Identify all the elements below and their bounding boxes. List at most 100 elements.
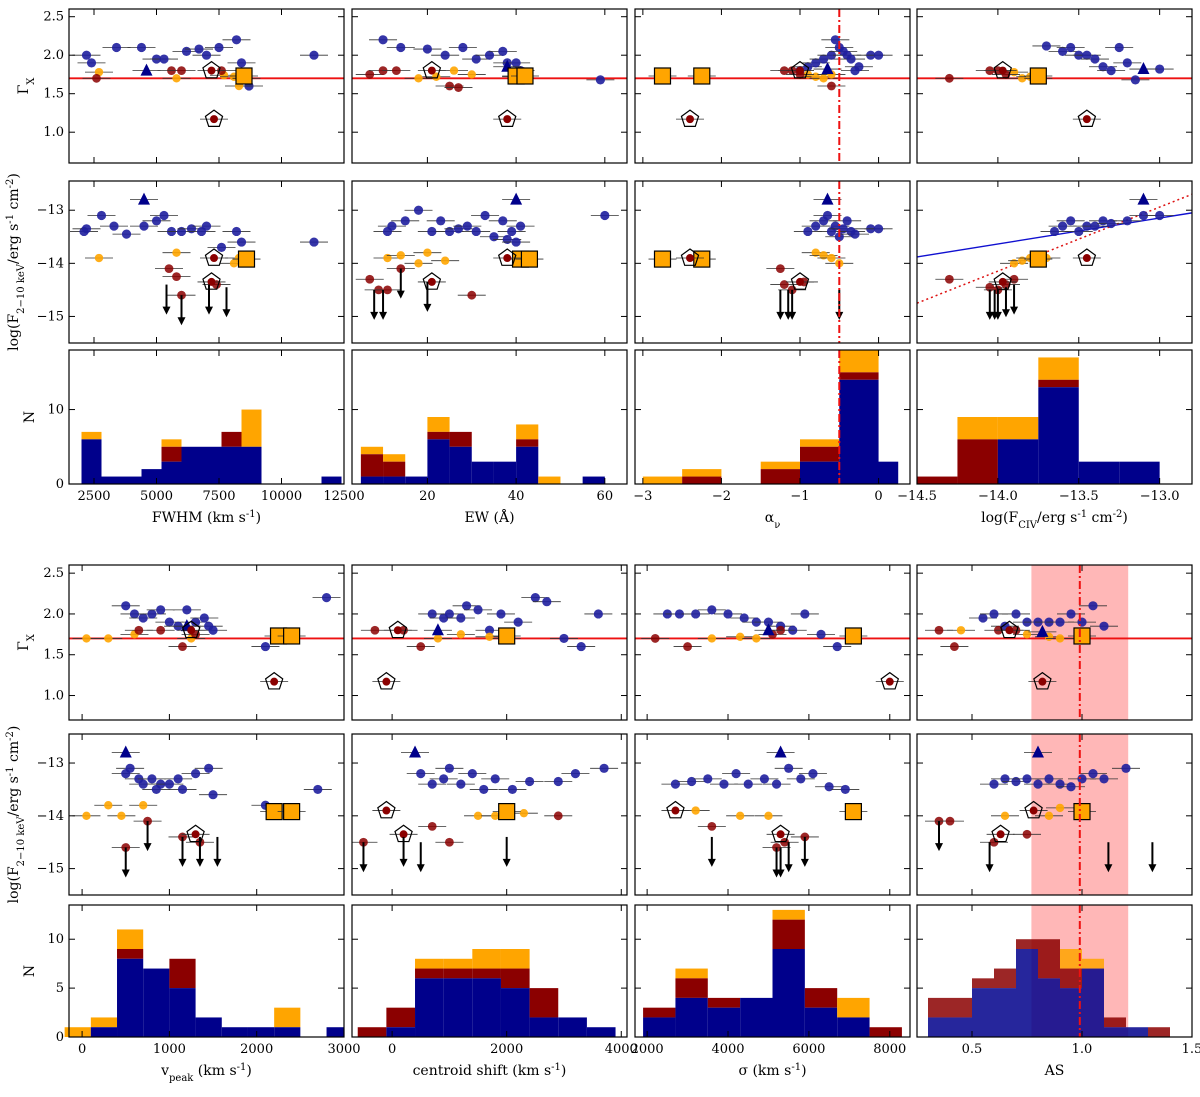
x-tick-label: 2000 <box>631 1042 664 1057</box>
point-blue <box>159 210 169 221</box>
point-pentagon-core <box>393 626 402 635</box>
point-blue <box>811 221 821 231</box>
hist-bar-darkred <box>1104 1017 1126 1028</box>
point-orange <box>229 259 239 268</box>
point-square <box>235 67 253 85</box>
point-blue <box>439 774 449 784</box>
hist-bar-orange <box>241 409 262 447</box>
point-blue <box>186 224 197 234</box>
gamma-panel-top-3 <box>916 9 1192 163</box>
point-blue <box>139 221 149 231</box>
point-darkred <box>1022 829 1032 839</box>
x-tick-label: −13.5 <box>1059 489 1099 504</box>
hist-bar-blue <box>1038 387 1079 484</box>
hist-bar-darkred <box>1148 1027 1170 1037</box>
hist-panel-top-2: −3 −2 −1 0 αν <box>633 350 910 531</box>
gamma-panel-bottom-2 <box>635 565 910 720</box>
point-pentagon-core <box>686 254 694 263</box>
point-blue <box>691 609 701 619</box>
hist-bar-blue <box>201 446 222 484</box>
hist-bar-blue <box>1078 461 1120 484</box>
panel-content <box>352 35 627 127</box>
x-tick-label: 2000 <box>240 1042 273 1057</box>
point-pentagon-core <box>1029 806 1038 815</box>
upper-limit-arrow-head <box>776 869 785 878</box>
y-axis-label-gamma: ΓX <box>16 77 37 95</box>
panel-frame <box>634 8 911 164</box>
point-pentagon <box>202 272 221 290</box>
point-darkred <box>985 282 995 292</box>
hist-bar-blue <box>195 1017 222 1037</box>
panel-frame <box>916 349 1193 485</box>
hist-bar-orange <box>957 417 998 440</box>
point-orange <box>104 634 113 643</box>
point-orange <box>1017 74 1027 83</box>
hist-bar-darkred <box>1038 939 1060 979</box>
panel-frame <box>351 564 628 721</box>
x-tick-label: 0 <box>874 489 882 504</box>
hist-bar-blue <box>247 1027 275 1037</box>
hist-bar-orange <box>760 461 800 470</box>
point-blue <box>109 221 119 231</box>
point-blue <box>231 35 242 45</box>
point-blue <box>458 42 468 53</box>
point-darkred <box>134 625 144 635</box>
point-pentagon <box>790 272 810 290</box>
hist-panel-bottom-3: 0.5 1.0 1.5 AS <box>917 905 1200 1079</box>
point-blue <box>484 625 495 635</box>
panel-content <box>352 745 619 873</box>
point-pentagon-core <box>671 806 680 815</box>
hist-bar-blue <box>675 997 708 1037</box>
gamma-panel-bottom-3 <box>917 565 1193 720</box>
hist-bar-orange <box>800 439 840 447</box>
panel-frame <box>634 564 911 721</box>
upper-limit-arrow-head <box>177 317 186 326</box>
point-blue <box>1077 774 1087 784</box>
upper-limit-arrow-head <box>399 858 408 867</box>
point-blue <box>396 42 406 53</box>
point-darkred <box>467 290 477 300</box>
upper-limit-arrow-head <box>985 864 994 873</box>
point-orange <box>1017 256 1027 265</box>
point-darkred <box>178 642 187 651</box>
hist-bar-blue <box>221 1027 248 1037</box>
point-blue <box>164 617 174 627</box>
point-darkred <box>454 83 463 92</box>
point-darkred <box>445 81 454 91</box>
y-tick-label: 1.0 <box>43 125 64 140</box>
hist-panel-bottom-0: 0 1000 2000 3000 0 5 10 vpeak (km s-1) <box>47 905 361 1084</box>
point-square <box>653 67 672 85</box>
x-tick-label: 5000 <box>140 489 173 504</box>
point-blue <box>759 774 770 784</box>
point-blue <box>1033 779 1043 789</box>
hist-bar-blue <box>321 476 342 484</box>
point-triangle <box>1137 192 1150 205</box>
point-square <box>283 802 301 821</box>
point-blue <box>467 768 477 779</box>
point-blue <box>422 44 433 54</box>
hist-bar-darkred <box>760 469 800 484</box>
y-tick-label: 1.5 <box>43 87 64 102</box>
point-blue <box>989 779 999 789</box>
point-blue <box>427 226 437 237</box>
point-orange <box>82 811 91 821</box>
point-square <box>1073 802 1091 821</box>
point-orange <box>414 259 423 268</box>
point-blue <box>1099 774 1109 784</box>
hist-bar-blue <box>1038 978 1060 1037</box>
flux-panel-bottom-1 <box>352 734 627 895</box>
hist-bar-darkred <box>516 439 539 447</box>
point-blue <box>444 226 455 237</box>
flux-panel-top-1 <box>352 181 627 343</box>
point-orange <box>1055 634 1065 643</box>
panel-frame <box>634 904 911 1038</box>
point-blue <box>530 593 540 603</box>
hist-bar-blue <box>415 978 444 1037</box>
gamma-panel-bottom-0: 1.0 1.5 2.0 2.5 <box>43 565 345 720</box>
point-pentagon <box>264 671 284 690</box>
hist-bar-blue <box>472 978 501 1037</box>
point-blue <box>670 779 681 789</box>
x-tick-label: 2000 <box>490 1042 523 1057</box>
point-blue <box>784 763 794 773</box>
